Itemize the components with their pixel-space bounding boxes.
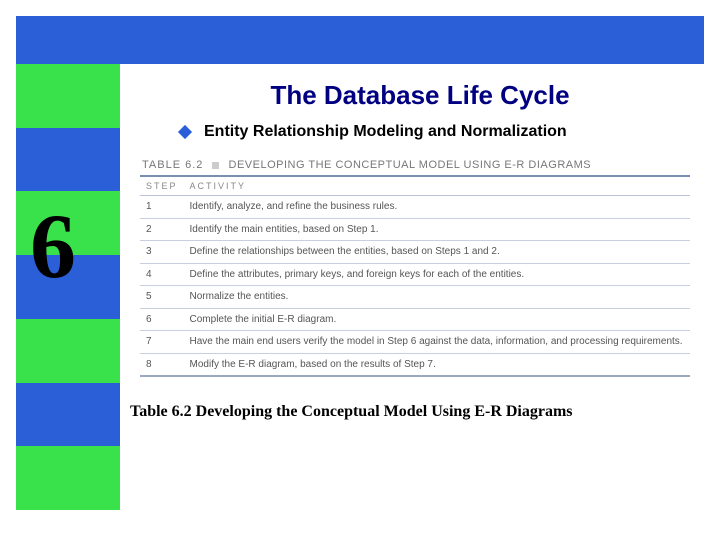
cell-step: 5 — [140, 286, 184, 309]
stripe — [16, 446, 120, 510]
cell-step: 7 — [140, 331, 184, 354]
square-icon — [212, 162, 219, 169]
cell-activity: Complete the initial E-R diagram. — [184, 308, 690, 331]
cell-step: 1 — [140, 196, 184, 219]
table-label-prefix: TABLE 6.2 — [142, 159, 203, 171]
stripe — [16, 64, 120, 128]
cell-activity: Identify the main entities, based on Ste… — [184, 218, 690, 241]
table-label-title: DEVELOPING THE CONCEPTUAL MODEL USING E-… — [229, 159, 592, 171]
stripe — [16, 383, 120, 447]
cell-activity: Have the main end users verify the model… — [184, 331, 690, 354]
table-caption: Table 6.2 Developing the Conceptual Mode… — [130, 403, 710, 421]
col-header-step: STEP — [140, 176, 184, 196]
page-title: The Database Life Cycle — [130, 80, 710, 111]
diamond-bullet-icon — [178, 125, 192, 139]
steps-table: STEP ACTIVITY 1Identify, analyze, and re… — [140, 175, 690, 377]
chapter-number: 6 — [30, 200, 76, 292]
table-row: 1Identify, analyze, and refine the busin… — [140, 196, 690, 219]
cell-step: 4 — [140, 263, 184, 286]
cell-step: 6 — [140, 308, 184, 331]
table-row: 3Define the relationships between the en… — [140, 241, 690, 264]
cell-activity: Normalize the entities. — [184, 286, 690, 309]
cell-activity: Define the attributes, primary keys, and… — [184, 263, 690, 286]
table-container: TABLE 6.2 DEVELOPING THE CONCEPTUAL MODE… — [140, 159, 690, 377]
table-row: 8Modify the E-R diagram, based on the re… — [140, 353, 690, 376]
table-row: 4Define the attributes, primary keys, an… — [140, 263, 690, 286]
content-area: The Database Life Cycle Entity Relations… — [130, 80, 710, 421]
cell-step: 2 — [140, 218, 184, 241]
table-row: 6Complete the initial E-R diagram. — [140, 308, 690, 331]
stripe — [16, 319, 120, 383]
table-row: 7Have the main end users verify the mode… — [140, 331, 690, 354]
table-row: 5Normalize the entities. — [140, 286, 690, 309]
cell-activity: Define the relationships between the ent… — [184, 241, 690, 264]
subtitle-row: Entity Relationship Modeling and Normali… — [180, 123, 710, 141]
cell-step: 3 — [140, 241, 184, 264]
cell-step: 8 — [140, 353, 184, 376]
top-bar — [16, 16, 704, 64]
table-row: 2Identify the main entities, based on St… — [140, 218, 690, 241]
stripe — [16, 128, 120, 192]
cell-activity: Modify the E-R diagram, based on the res… — [184, 353, 690, 376]
col-header-activity: ACTIVITY — [184, 176, 690, 196]
cell-activity: Identify, analyze, and refine the busine… — [184, 196, 690, 219]
subtitle-text: Entity Relationship Modeling and Normali… — [204, 123, 567, 141]
table-label: TABLE 6.2 DEVELOPING THE CONCEPTUAL MODE… — [140, 159, 690, 171]
